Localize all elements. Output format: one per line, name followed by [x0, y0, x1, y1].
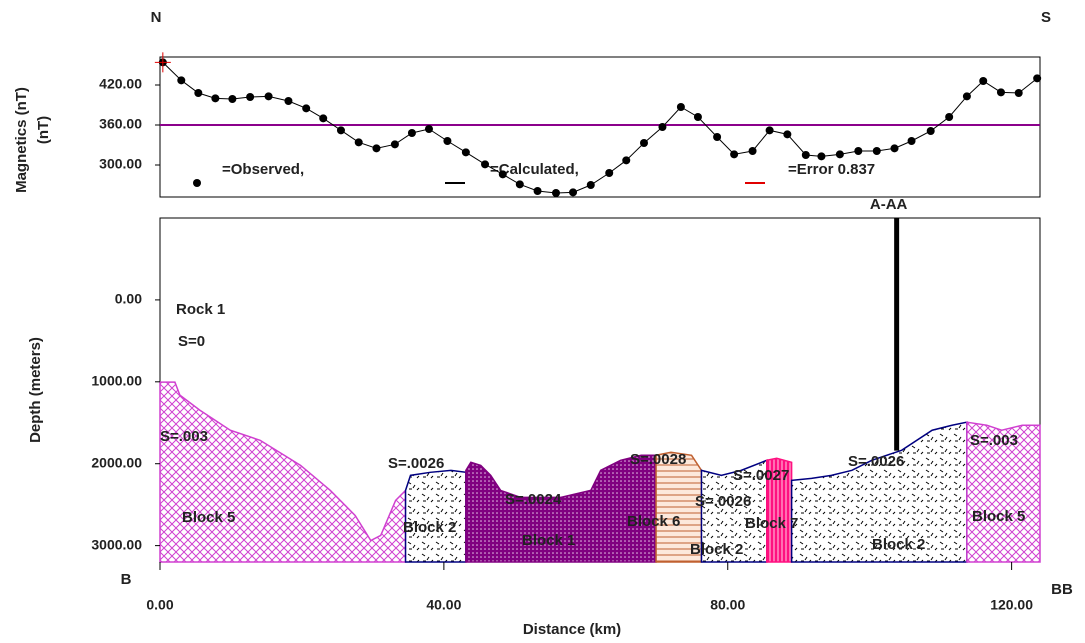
block-susceptibility: S=.0027 — [733, 467, 789, 484]
top-frame — [159, 56, 1041, 198]
rock-label: Rock 1 — [176, 301, 225, 318]
south-label: S — [1041, 9, 1051, 26]
block-susceptibility: S=.0024 — [505, 491, 562, 508]
geologic-block — [404, 469, 467, 563]
y-axis-subtitle: (nT) — [35, 116, 52, 144]
error-label: =Error 0.837 — [788, 161, 875, 178]
block-name: Block 6 — [627, 513, 680, 530]
block-susceptibility: S=.003 — [160, 428, 208, 445]
block-susceptibility: S=.0026 — [388, 455, 444, 472]
x-axis-title: Distance (km) — [523, 621, 621, 638]
block-name: Block 7 — [745, 515, 798, 532]
block-name: Block 5 — [972, 508, 1025, 525]
y-tick-label: 360.00 — [99, 116, 142, 132]
y-tick-label: 300.00 — [99, 156, 142, 172]
rock-susceptibility: S=0 — [178, 333, 205, 350]
geologic-block — [159, 381, 407, 563]
y-tick-label: 420.00 — [99, 76, 142, 92]
geologic-block — [966, 421, 1041, 563]
end-label: BB — [1051, 581, 1073, 598]
y-tick-label: 0.00 — [115, 291, 142, 307]
legend-label: =Calculated, — [490, 161, 579, 178]
block-name: Block 2 — [872, 536, 925, 553]
block-name: Block 1 — [522, 532, 575, 549]
x-tick-label: 0.00 — [146, 597, 173, 613]
legend-label: =Observed, — [222, 161, 304, 178]
block-name: Block 5 — [182, 509, 235, 526]
block-name: Block 2 — [403, 519, 456, 536]
y-axis-title: Depth (meters) — [27, 337, 44, 443]
block-susceptibility: S=.003 — [970, 432, 1018, 449]
y-tick-label: 1000.00 — [91, 373, 142, 389]
start-label: B — [121, 571, 132, 588]
y-tick-label: 3000.00 — [91, 536, 142, 552]
y-tick-label: 2000.00 — [91, 454, 142, 470]
block-susceptibility: S=.0028 — [630, 451, 686, 468]
block-susceptibility: S=.0026 — [695, 493, 751, 510]
calculated-line — [162, 61, 1038, 194]
block-susceptibility: S=.0026 — [848, 453, 904, 470]
geologic-block — [790, 421, 968, 563]
y-axis-title: Magnetics (nT) — [13, 87, 30, 193]
north-label: N — [151, 9, 162, 26]
block-name: Block 2 — [690, 541, 743, 558]
profile-label: A-AA — [870, 196, 908, 213]
x-tick-label: 80.00 — [710, 597, 745, 613]
x-tick-label: 120.00 — [990, 597, 1033, 613]
legend-marker — [193, 179, 201, 187]
x-tick-label: 40.00 — [426, 597, 461, 613]
